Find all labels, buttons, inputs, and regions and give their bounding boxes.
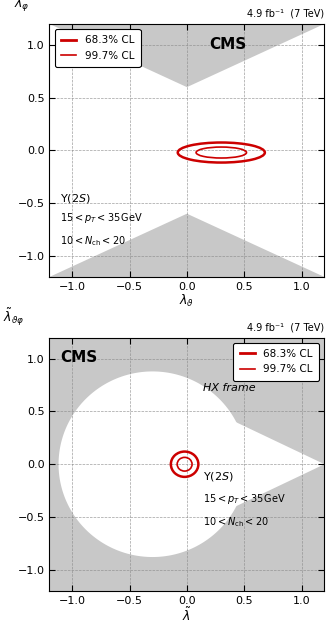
Polygon shape: [58, 372, 247, 557]
Y-axis label: $\tilde{\lambda}_{\vartheta\varphi}$: $\tilde{\lambda}_{\vartheta\varphi}$: [3, 306, 24, 328]
X-axis label: $\tilde{\lambda}$: $\tilde{\lambda}$: [182, 607, 192, 624]
Text: 4.9 fb⁻¹  (7 TeV): 4.9 fb⁻¹ (7 TeV): [247, 323, 324, 333]
Legend: 68.3% CL, 99.7% CL: 68.3% CL, 99.7% CL: [233, 343, 319, 381]
Text: $\Upsilon(2S)$: $\Upsilon(2S)$: [60, 192, 91, 205]
Text: $15 < p_T < 35\,\mathrm{GeV}$: $15 < p_T < 35\,\mathrm{GeV}$: [60, 211, 144, 226]
Text: HX frame: HX frame: [60, 37, 113, 47]
Text: CMS: CMS: [60, 350, 98, 365]
Text: $15 < p_T < 35\,\mathrm{GeV}$: $15 < p_T < 35\,\mathrm{GeV}$: [203, 492, 286, 506]
Polygon shape: [50, 24, 324, 277]
Polygon shape: [50, 24, 324, 277]
Y-axis label: $\lambda_{\varphi}$: $\lambda_{\varphi}$: [14, 0, 30, 14]
Text: $10 < N_\mathrm{ch} < 20$: $10 < N_\mathrm{ch} < 20$: [60, 234, 126, 248]
Text: 4.9 fb⁻¹  (7 TeV): 4.9 fb⁻¹ (7 TeV): [247, 9, 324, 19]
Text: $\Upsilon(2S)$: $\Upsilon(2S)$: [203, 470, 234, 483]
Text: $10 < N_\mathrm{ch} < 20$: $10 < N_\mathrm{ch} < 20$: [203, 515, 269, 529]
Text: HX frame: HX frame: [203, 383, 256, 393]
Text: CMS: CMS: [209, 37, 246, 52]
Legend: 68.3% CL, 99.7% CL: 68.3% CL, 99.7% CL: [54, 29, 141, 67]
Polygon shape: [187, 399, 324, 530]
X-axis label: $\lambda_{\vartheta}$: $\lambda_{\vartheta}$: [179, 293, 194, 309]
